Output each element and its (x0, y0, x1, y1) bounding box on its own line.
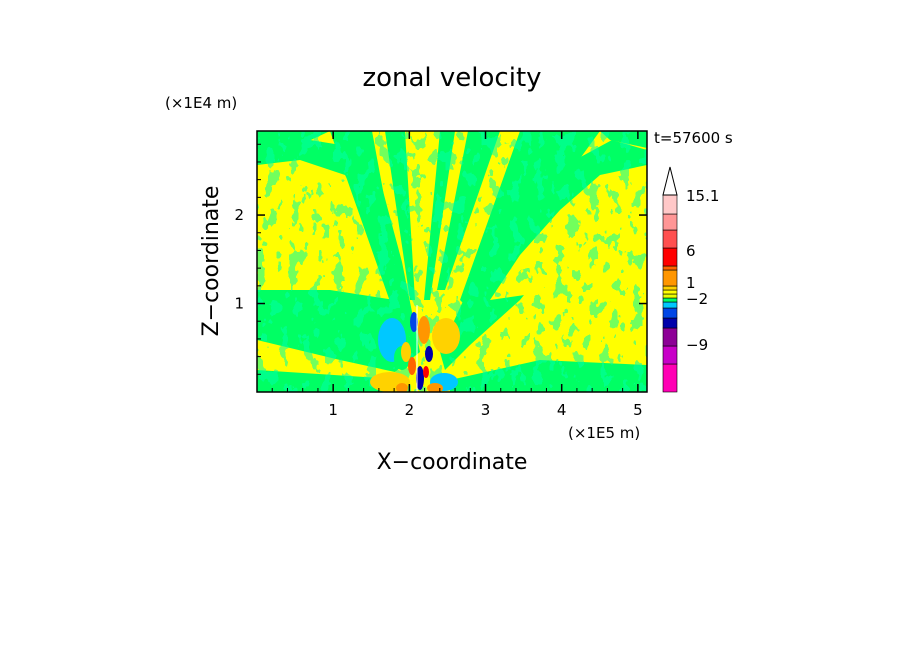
colorbar-segment (662, 297, 678, 303)
y-tick-label: 2 (234, 206, 244, 224)
plot-frame (256, 130, 648, 393)
colorbar-segment (662, 213, 678, 231)
colorbar-segment (662, 345, 678, 365)
x-tick-label: 2 (405, 401, 415, 419)
colorbar-label: 6 (686, 242, 696, 260)
colorbar-label: 1 (686, 274, 696, 292)
x-axis-label: X−coordinate (377, 450, 528, 475)
colorbar-label: −2 (686, 290, 708, 308)
y-axis-label: Z−coordinate (199, 186, 224, 337)
colorbar-segment (662, 229, 678, 249)
colorbar-segment (662, 289, 678, 295)
colorbar-segment (662, 301, 678, 309)
chart-title: zonal velocity (362, 63, 541, 93)
x-tick-label: 4 (557, 401, 567, 419)
x-axis-ticks: 1 2 3 4 5 (271, 131, 643, 419)
y-unit-label: (×1E4 m) (165, 94, 237, 112)
x-unit-label: (×1E5 m) (568, 424, 640, 442)
heatmap-field (257, 131, 647, 392)
time-label: t=57600 s (654, 129, 733, 147)
colorbar-label: −9 (686, 336, 708, 354)
colorbar-segment (662, 285, 678, 291)
colorbar-segment (662, 247, 678, 267)
colorbar-segment (662, 265, 678, 271)
cell-blue-top (410, 312, 418, 332)
colorbar: 15.1 6 1−2 −9 (662, 166, 719, 393)
colorbar-extend-top (662, 166, 678, 196)
cell-orange-right (432, 318, 460, 354)
colorbar-segment (662, 317, 678, 329)
colorbar-segment (662, 293, 678, 299)
x-tick-label: 5 (633, 401, 643, 419)
colorbar-segment (662, 269, 678, 287)
colorbar-label: 15.1 (686, 187, 719, 205)
x-tick-label: 1 (328, 401, 338, 419)
colorbar-segment (662, 307, 678, 319)
x-tick-label: 3 (481, 401, 491, 419)
y-tick-label: 1 (234, 295, 244, 313)
colorbar-segment (662, 327, 678, 347)
colorbar-segment (662, 363, 678, 393)
y-axis-ticks: 12 (234, 143, 647, 375)
colorbar-segment (662, 194, 678, 215)
